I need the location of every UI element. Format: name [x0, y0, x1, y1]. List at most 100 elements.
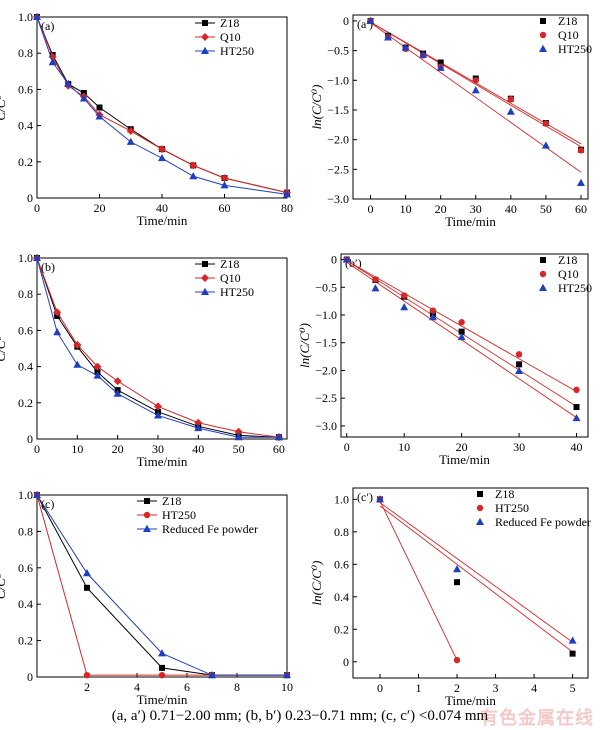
series-z18: [367, 17, 584, 153]
chart-b2: 0 10 20 30 40 0 −0.5 −1.0 −1.5 −2.0 −2.5 −3.0 Time/m…: [297, 253, 592, 467]
y-tick-label: 0.8: [18, 46, 33, 60]
legend-marker: [144, 498, 150, 504]
data-point: [569, 650, 576, 657]
x-tick-label: 10: [281, 680, 293, 694]
x-tick-label: 2: [454, 681, 460, 695]
y-axis-label: C/C⁰: [0, 94, 8, 121]
data-point: [472, 77, 479, 84]
x-tick-label: 8: [234, 680, 240, 694]
chart-c: 2 4 6 8 10 0 0.2 0.4 0.6 0.8 1.0 Time/min C/C⁰ (c) Z18…: [0, 488, 293, 707]
y-tick-label: 0.4: [334, 590, 349, 604]
data-point: [113, 389, 122, 397]
data-point: [436, 63, 445, 71]
data-point: [515, 351, 523, 358]
data-point: [471, 86, 480, 94]
x-axis-label: Time/min: [137, 213, 188, 228]
y-tick-label: 0.6: [18, 561, 33, 575]
data-point: [234, 432, 243, 441]
x-tick-label: 4: [531, 681, 537, 695]
fit-line: [370, 21, 582, 148]
series-ht250: [366, 16, 585, 186]
y-tick-label: −2.0: [327, 133, 349, 147]
data-point: [453, 564, 462, 573]
data-point: [375, 495, 384, 503]
legend-marker: [539, 31, 547, 39]
panel-label: (c): [41, 497, 54, 511]
series-reduced-fe-powder: [33, 490, 291, 679]
series-z18: [34, 14, 290, 196]
panel-label: (b): [41, 260, 55, 274]
data-point: [515, 366, 524, 375]
legend-marker: [476, 517, 484, 525]
data-point: [93, 362, 102, 371]
data-point: [516, 361, 523, 368]
series-ht250: [33, 253, 283, 441]
data-point: [189, 172, 198, 180]
figure-caption: (a, a′) 0.71−2.00 mm; (b, b′) 0.23−0.71 …: [111, 708, 489, 724]
data-point: [96, 104, 103, 111]
data-point: [384, 33, 393, 41]
data-point: [93, 371, 102, 379]
legend-marker: [202, 20, 208, 26]
x-tick-label: 60: [273, 442, 285, 456]
plot-frame: [352, 487, 589, 679]
y-tick-label: 0.8: [334, 525, 349, 539]
data-point: [401, 43, 410, 51]
series-q10: [33, 13, 291, 197]
legend-marker: [143, 511, 151, 519]
y-tick-label: 0: [27, 432, 33, 446]
data-point: [454, 579, 461, 586]
y-tick-label: 0.2: [18, 155, 33, 169]
legend-label: Q10: [220, 30, 241, 44]
y-tick-label: 1.0: [18, 10, 33, 24]
x-tick-label: 20: [435, 202, 447, 216]
x-tick-label: 3: [493, 681, 499, 695]
data-point: [577, 147, 585, 154]
chart-c2: 0 1 2 3 4 5 0 0.2 0.4 0.6 0.8 1.0 Time/min ln(C/C⁰) (c…: [309, 487, 591, 708]
legend-marker: [540, 257, 546, 263]
data-point: [576, 178, 585, 186]
y-tick-label: −1.5: [315, 336, 337, 350]
y-tick-label: 0.6: [18, 82, 33, 96]
data-point: [371, 284, 380, 292]
x-tick-label: 0: [34, 201, 40, 215]
series-q10: [343, 256, 580, 394]
y-tick-label: −2.5: [315, 391, 337, 405]
data-point: [79, 94, 88, 102]
legend-label: Q10: [220, 271, 241, 285]
data-point: [208, 670, 216, 679]
legend-label: HT250: [162, 508, 196, 522]
data-point: [429, 307, 437, 314]
data-point: [283, 670, 291, 679]
chart-a2: 0 10 20 30 40 50 60 0 −0.5 −1.0 −1.5 −2.0 −2.5 −3.0 Ti…: [309, 14, 592, 229]
series-ht250: [33, 12, 291, 198]
data-point: [457, 332, 466, 341]
legend-label: HT250: [495, 501, 529, 515]
panel-label: (c′): [357, 490, 373, 504]
fit-line: [379, 502, 573, 643]
legend-marker: [540, 18, 546, 24]
data-point: [53, 328, 62, 336]
legend-label: Reduced Fe powder: [495, 515, 591, 529]
data-point: [458, 319, 465, 326]
series-line: [36, 16, 288, 195]
y-tick-label: 0.2: [18, 396, 33, 410]
y-tick-label: 0: [27, 191, 33, 205]
data-point: [194, 418, 203, 427]
x-tick-label: 4: [134, 680, 140, 694]
legend-label: Q10: [558, 28, 579, 42]
x-tick-label: 40: [192, 442, 204, 456]
data-point: [84, 584, 90, 591]
legend-marker: [539, 270, 547, 278]
data-point: [194, 423, 203, 432]
y-tick-label: 0.4: [18, 119, 33, 133]
x-tick-label: 10: [400, 202, 412, 216]
legend-label: HT250: [220, 44, 254, 58]
panel-label: (a): [41, 19, 54, 33]
x-axis-label: Time/min: [439, 452, 490, 467]
y-tick-label: −0.5: [315, 280, 337, 294]
data-point: [542, 120, 550, 127]
fit-line: [346, 260, 577, 392]
